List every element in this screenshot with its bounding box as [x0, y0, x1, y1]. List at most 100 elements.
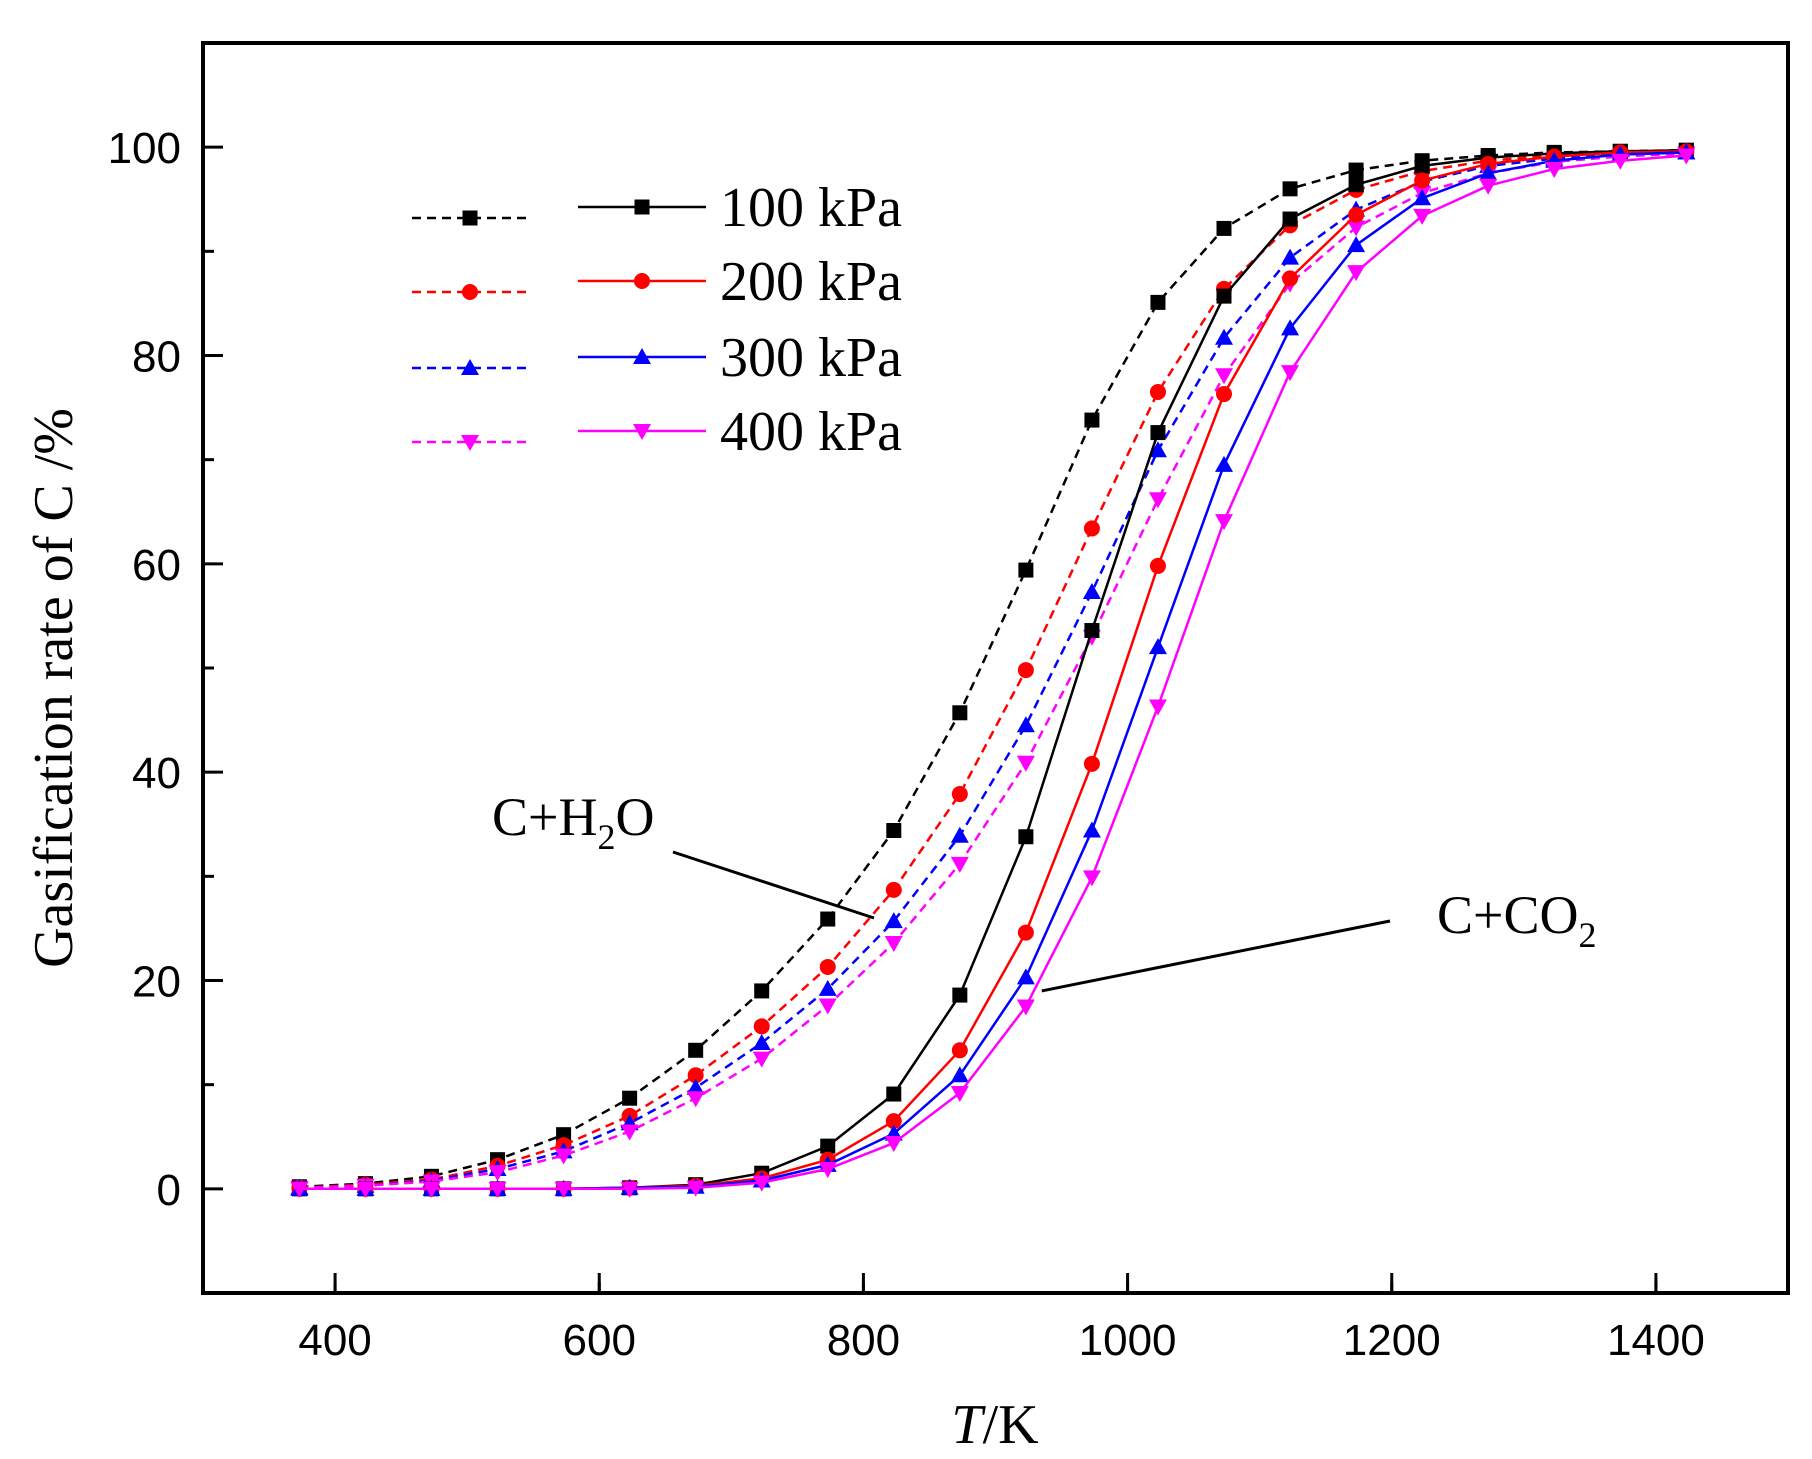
- data-point: [952, 987, 968, 1003]
- annotation-subscript: 2: [1579, 915, 1597, 955]
- data-point: [622, 1090, 638, 1106]
- annotation-tail: O: [615, 787, 654, 847]
- data-point: [1282, 211, 1298, 227]
- data-point: [1413, 208, 1432, 225]
- legend-entry: 200 kPa: [412, 251, 902, 313]
- series-line: [299, 150, 1687, 1190]
- legend-label: 100 kPa: [720, 177, 902, 239]
- y-tick-label: 100: [108, 124, 181, 173]
- data-point: [1018, 562, 1034, 578]
- data-point: [1348, 177, 1364, 193]
- data-point: [1148, 699, 1167, 716]
- data-point: [1347, 265, 1366, 282]
- legend-solid-marker: [634, 199, 650, 215]
- annotation-h2o: C+H2O: [492, 787, 875, 920]
- data-point: [818, 998, 837, 1015]
- y-tick-label: 0: [157, 1166, 181, 1215]
- annotation-label: C+H2O: [492, 787, 654, 857]
- data-point: [1149, 557, 1166, 574]
- y-tick-label: 40: [132, 749, 181, 798]
- data-point: [1216, 220, 1232, 236]
- data-point: [688, 1042, 704, 1058]
- data-point: [950, 856, 969, 873]
- x-tick-label: 1400: [1607, 1316, 1705, 1365]
- series-line: [299, 154, 1687, 1191]
- data-point: [818, 979, 837, 996]
- data-point: [885, 881, 902, 898]
- data-point: [1083, 755, 1100, 772]
- data-point: [1083, 520, 1100, 537]
- x-tick-label: 600: [563, 1316, 636, 1365]
- axis-ticks: 400 600 800 1000 1200 1400 0 20 40 60 80 100: [108, 41, 1705, 1365]
- data-point: [951, 786, 968, 803]
- legend-entry: 300 kPa: [412, 327, 902, 389]
- data-point: [290, 1181, 309, 1198]
- data-point: [620, 1124, 639, 1141]
- data-point: [950, 1066, 969, 1083]
- data-point: [620, 1181, 639, 1198]
- data-point: [686, 1078, 705, 1095]
- legend-dashed-marker: [461, 359, 479, 375]
- data-point: [1480, 155, 1497, 172]
- data-point: [1018, 829, 1034, 845]
- data-point: [554, 1181, 573, 1198]
- data-point: [1150, 294, 1166, 310]
- data-point: [818, 1162, 837, 1179]
- data-point: [1479, 164, 1498, 181]
- data-point: [1281, 365, 1300, 382]
- data-point: [686, 1180, 705, 1197]
- legend-label: 400 kPa: [720, 401, 902, 463]
- x-tick-label: 800: [827, 1316, 900, 1365]
- data-point: [950, 1086, 969, 1102]
- annotation-co2: C+CO2: [1041, 885, 1597, 993]
- data-point: [1282, 181, 1298, 197]
- series-line: [299, 151, 1687, 1190]
- data-point: [1148, 441, 1167, 458]
- x-axis-title: T/K: [951, 1394, 1038, 1456]
- data-point: [1017, 662, 1034, 679]
- data-point: [819, 958, 836, 975]
- data-point: [951, 1042, 968, 1059]
- data-point: [687, 1067, 704, 1084]
- y-axis-title: Gasification rate of C /%: [23, 408, 85, 968]
- data-point: [1148, 638, 1167, 655]
- data-point: [356, 1181, 375, 1198]
- data-point: [1413, 189, 1432, 206]
- x-tick-label: 1000: [1079, 1316, 1177, 1365]
- legend-dashed-marker: [462, 284, 478, 300]
- data-point: [1082, 821, 1101, 838]
- data-point: [1084, 412, 1100, 428]
- x-axis-title-unit: /K: [983, 1394, 1039, 1456]
- data-point: [1082, 582, 1101, 599]
- legend-entry: 400 kPa: [412, 401, 902, 463]
- data-point: [752, 1051, 771, 1068]
- data-point: [1016, 999, 1035, 1016]
- y-tick-label: 80: [132, 333, 181, 382]
- data-point: [886, 823, 902, 838]
- annotation-subscript: 2: [597, 817, 615, 857]
- annotation-base: C+CO: [1437, 885, 1579, 945]
- data-point: [554, 1148, 573, 1165]
- data-point: [886, 1086, 902, 1102]
- data-point: [885, 1113, 902, 1130]
- y-tick-label: 60: [132, 541, 181, 590]
- data-point: [1215, 328, 1234, 345]
- annotation-pointer: [1041, 919, 1391, 993]
- data-point: [950, 826, 969, 843]
- legend-label: 300 kPa: [720, 327, 902, 389]
- data-point: [1281, 319, 1300, 336]
- legend-dashed-marker: [462, 210, 478, 226]
- data-point: [884, 1136, 903, 1152]
- data-point: [1348, 206, 1365, 223]
- data-point: [1148, 492, 1167, 509]
- data-point: [884, 936, 903, 952]
- series-line: [299, 149, 1687, 1189]
- data-point: [1677, 148, 1696, 165]
- data-point: [1281, 248, 1300, 265]
- legend-entry: 100 kPa: [412, 177, 902, 239]
- data-point: [1545, 162, 1564, 179]
- data-point: [1414, 172, 1431, 189]
- data-point: [1611, 153, 1630, 170]
